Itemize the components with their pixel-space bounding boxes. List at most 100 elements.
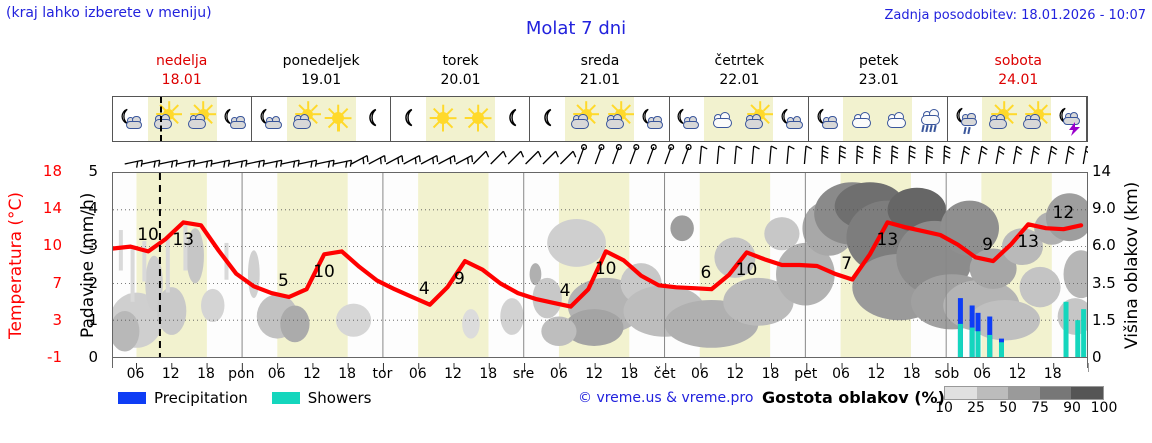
rain-streaks-icon	[913, 104, 947, 134]
day-name: sobota	[994, 53, 1042, 69]
icon-slot-1-4	[217, 97, 252, 141]
day-header-6: petek 23.01	[809, 52, 948, 92]
day-header-row: nedelja 18.01 ponedeljek 19.01 torek 20.01 sre…	[112, 52, 1088, 92]
cloud-icon	[878, 104, 912, 134]
icon-day-6	[809, 97, 948, 141]
wind-barb-feather-46-2	[926, 154, 933, 159]
wind-barb-feather-8-0	[280, 160, 283, 167]
cloud-streak-1	[130, 246, 135, 302]
cloud-density-tick-25: 25	[967, 400, 985, 416]
wind-barb-feather-10-1	[310, 161, 313, 168]
wind-barb-shaft-21	[490, 150, 504, 165]
x-label-pon-3: pon	[228, 366, 255, 382]
icon-slot-6-1	[809, 97, 844, 141]
wind-barb-feather-51-1	[1015, 150, 1022, 155]
cloud-density-tick-50: 50	[999, 400, 1017, 416]
wind-barb-shaft-46	[925, 145, 928, 165]
x-label-06-4: 06	[267, 366, 286, 382]
wind-barb-feather-0-0	[140, 160, 143, 167]
cloud-icon	[1052, 104, 1086, 134]
wind-barb-shaft-18	[438, 154, 455, 165]
precipitation-tick-3: 2	[88, 273, 98, 292]
cloud-streak-3	[165, 237, 170, 293]
day-name: petek	[858, 53, 899, 69]
wind-barb-feather-41-1	[839, 150, 846, 154]
day-header-3: torek 20.01	[391, 52, 530, 92]
cloud-icon	[217, 104, 251, 134]
x-axis-labels: 06 12 18 pon 06 12 18 tor 06 12 18 sre 06 12 18 čet 06 12…	[112, 366, 1088, 384]
wind-barb-shaft-52	[1030, 146, 1035, 165]
cloud-blob-19	[764, 217, 800, 251]
cloud-blob-5	[201, 288, 225, 323]
cloud-blob-2	[145, 255, 163, 311]
wind-barb-feather-18-0	[453, 155, 456, 163]
wind-barb-feather-40-2	[821, 154, 829, 159]
wind-barb-feather-2-0	[175, 160, 178, 167]
cloud-density-tick-75: 75	[1031, 400, 1049, 416]
icon-slot-4-3	[599, 97, 635, 141]
icon-slot-7-2	[982, 97, 1017, 141]
icon-slot-5-1	[670, 97, 705, 141]
wind-barb-shaft-4	[194, 159, 213, 165]
wind-barb-feather-25-0	[572, 151, 577, 158]
cloud-icon	[704, 104, 738, 134]
wind-barb-shaft-50	[995, 146, 1000, 165]
precip-bar-showers-11	[1075, 320, 1081, 357]
moon-cloud-icon	[773, 104, 807, 134]
x-label-06-12: 06	[549, 366, 568, 382]
wind-barbs-svg	[124, 144, 1093, 168]
wind-barb-feather-47-0	[944, 145, 951, 150]
moon-cloud-icon	[670, 104, 704, 134]
wind-barb-shaft-36	[751, 146, 755, 165]
wind-barb-feather-45-0	[909, 145, 916, 150]
cloud-density-box-1	[976, 387, 1009, 399]
wind-barb-shaft-35	[734, 146, 737, 165]
day-name: četrtek	[714, 53, 765, 69]
moon-icon	[531, 104, 565, 134]
precipitation-tick-1: 4	[88, 199, 98, 218]
temperature-tick-5: -1	[47, 348, 62, 366]
cloud-density-box-3	[1039, 387, 1072, 399]
x-label-18-6: 18	[338, 366, 357, 382]
wind-barb-feather-53-0	[1051, 145, 1058, 151]
cloud-blob-26	[887, 187, 947, 232]
icon-slot-7-1	[948, 97, 983, 141]
cloud-density-box-4	[1071, 387, 1103, 399]
x-label-12-9: 12	[444, 366, 462, 382]
cloud-icon	[844, 104, 878, 134]
wind-barb-calm-26	[580, 144, 588, 151]
wind-barb-feather-10-0	[314, 160, 318, 167]
wind-barb-shaft-37	[768, 146, 772, 165]
cloud-blob-33	[1001, 228, 1043, 265]
wind-barb-feather-44-2	[891, 154, 899, 159]
copyright-link[interactable]: © vreme.us & vreme.pro	[578, 390, 754, 406]
location-menu-note: (kraj lahko izberete v meniju)	[6, 5, 212, 21]
cloud-icon	[773, 104, 807, 134]
moon-icon	[531, 104, 565, 134]
wind-barb-shaft-45	[908, 145, 911, 165]
sun-cloud-icon	[148, 101, 182, 134]
cloudheight-tick-3: 3.5	[1092, 273, 1116, 292]
wind-barb-shaft-53	[1047, 146, 1053, 165]
cloud-icon	[878, 104, 912, 134]
wind-barb-feather-44-1	[891, 150, 899, 154]
wind-barb-feather-44-0	[891, 145, 899, 150]
cloud-blob-4	[186, 228, 204, 284]
lightning-bolt-icon	[1052, 104, 1086, 136]
precipitation-swatch	[118, 392, 146, 404]
icon-slot-2-1	[252, 97, 287, 141]
cloud-icon	[634, 104, 668, 134]
temperature-label-7-10: 7	[841, 253, 853, 274]
forecast-plot: 10 13 5 10 4 9 4 10 6 10 7 13 9 13 12	[112, 172, 1088, 358]
wind-barb-feather-15-0	[401, 155, 404, 163]
wind-barb-shaft-54	[1065, 146, 1070, 165]
cloud-blob-3	[157, 287, 187, 335]
wind-barb-calm-30	[650, 144, 657, 151]
temperature-label-9-5: 9	[454, 269, 465, 290]
cloud-blob-10	[547, 219, 606, 267]
icon-slot-3-2	[425, 97, 461, 141]
cloud-blob-15	[670, 215, 694, 242]
cloud-blob-37	[1063, 250, 1087, 299]
temperature-tick-1: 14	[42, 199, 62, 218]
wind-barb-shaft-55	[1082, 146, 1088, 165]
